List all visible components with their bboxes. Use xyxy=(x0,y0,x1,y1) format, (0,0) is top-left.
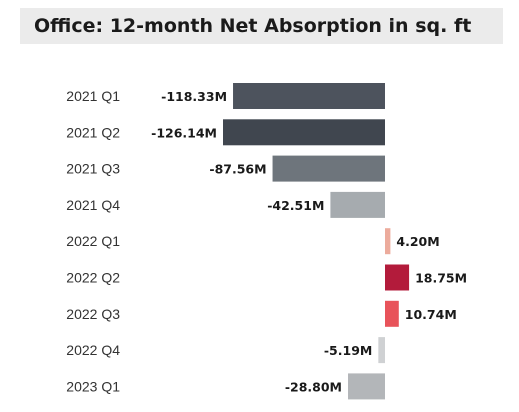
category-label: 2021 Q1 xyxy=(66,88,120,104)
bar xyxy=(385,300,399,327)
category-label: 2021 Q4 xyxy=(66,197,120,213)
bar xyxy=(330,191,385,218)
data-label: -126.14M xyxy=(151,125,217,140)
data-label: -87.56M xyxy=(209,162,266,177)
bar xyxy=(385,264,410,291)
chart-title-bar: Office: 12-month Net Absorption in sq. f… xyxy=(20,8,503,44)
data-label: -5.19M xyxy=(324,343,372,358)
category-label: 2021 Q2 xyxy=(66,124,120,140)
bar xyxy=(233,83,385,109)
bar xyxy=(223,119,385,146)
category-label: 2022 Q3 xyxy=(66,306,120,322)
category-label: 2022 Q1 xyxy=(66,233,120,249)
data-label: -28.80M xyxy=(285,379,342,394)
data-label: 10.74M xyxy=(405,307,457,322)
category-label: 2021 Q3 xyxy=(66,161,120,177)
data-label: -42.51M xyxy=(267,198,324,213)
bar xyxy=(272,155,385,182)
chart-title: Office: 12-month Net Absorption in sq. f… xyxy=(34,15,472,37)
data-label: -118.33M xyxy=(161,89,227,104)
bar xyxy=(385,228,391,255)
data-label: 18.75M xyxy=(415,271,467,286)
data-label: 4.20M xyxy=(396,234,439,249)
bar xyxy=(348,373,385,400)
bar xyxy=(378,337,385,364)
category-label: 2023 Q1 xyxy=(66,378,120,394)
category-label: 2022 Q4 xyxy=(66,342,120,358)
category-label: 2022 Q2 xyxy=(66,270,120,286)
